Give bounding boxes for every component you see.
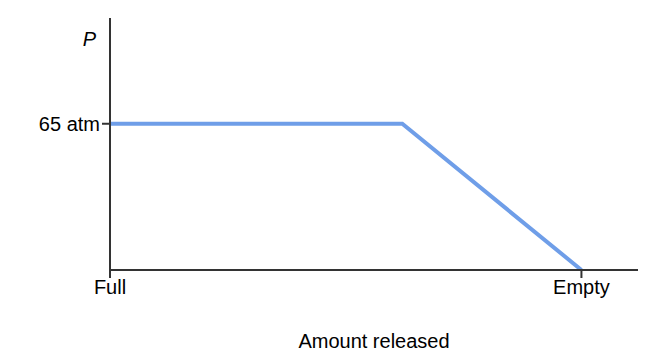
svg-text:Amount released: Amount released: [298, 330, 449, 350]
svg-text:Empty: Empty: [553, 276, 610, 298]
svg-text:P: P: [83, 28, 97, 50]
svg-text:65 atm: 65 atm: [39, 113, 100, 135]
svg-text:Full: Full: [94, 276, 126, 298]
